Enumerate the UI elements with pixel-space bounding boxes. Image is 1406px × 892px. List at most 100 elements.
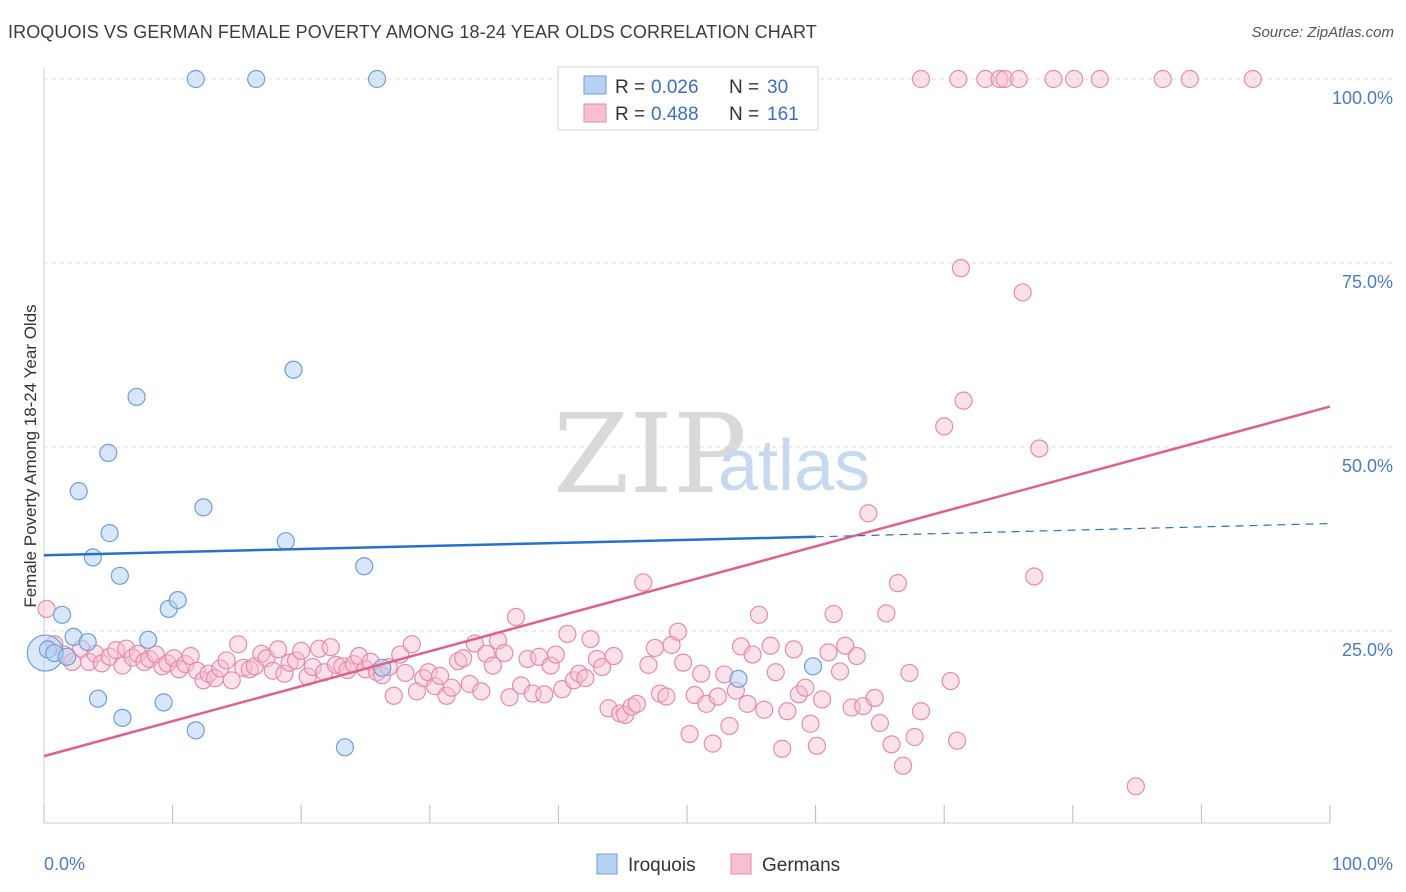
germans-point: [442, 678, 461, 697]
iroquois-point: [168, 590, 187, 610]
germans-point: [911, 702, 931, 721]
legend-r-label-germans: R =: [615, 104, 645, 125]
germans-point: [495, 643, 514, 663]
germans-point: [954, 391, 973, 410]
germans-point: [749, 605, 769, 624]
y-tick-label: 100.0%: [1332, 88, 1393, 108]
iroquois-point: [729, 669, 748, 688]
germans-point: [755, 700, 774, 719]
germans-point: [506, 607, 526, 627]
iroquois-point: [88, 689, 108, 708]
germans-point: [995, 69, 1014, 89]
germans-point: [268, 640, 288, 659]
germans-point: [639, 655, 658, 674]
watermark-zip: ZIP: [553, 390, 747, 518]
legend-r-value-iroquois: 0.026: [651, 77, 699, 98]
germans-point: [310, 639, 329, 658]
germans-point: [773, 739, 792, 758]
germans-point: [627, 694, 646, 713]
germans-point: [824, 604, 843, 624]
germans-point: [882, 735, 901, 754]
germans-point: [893, 756, 913, 775]
iroquois-point: [284, 360, 303, 379]
germans-point: [292, 641, 311, 660]
germans-point: [680, 724, 699, 744]
germans-point: [576, 669, 595, 688]
iroquois-trend-line: [43, 535, 816, 557]
germans-point: [581, 629, 600, 649]
germans-point: [321, 638, 340, 657]
germans-point: [819, 643, 838, 662]
germans-point: [541, 656, 560, 675]
legend-r-label-iroquois: R =: [615, 77, 645, 98]
germans-point: [692, 664, 711, 683]
germans-point: [430, 666, 450, 685]
germans-point: [286, 651, 306, 670]
germans-point: [500, 688, 519, 707]
germans-point: [604, 646, 623, 666]
germans-point: [384, 686, 403, 705]
germans-point: [990, 69, 1009, 89]
germans-point: [870, 713, 890, 733]
germans-point: [1126, 777, 1145, 796]
germans-point: [100, 647, 119, 666]
germans-point: [766, 663, 785, 682]
germans-point: [1044, 69, 1063, 89]
iroquois-point: [99, 443, 118, 462]
germans-point: [738, 694, 757, 713]
germans-point: [976, 69, 995, 89]
germans-point: [807, 736, 826, 755]
germans-point: [187, 661, 207, 680]
germans-point: [847, 646, 866, 666]
germans-point: [761, 636, 780, 655]
germans-trend-line: [43, 405, 1331, 758]
legend-n-value-iroquois: 30: [767, 77, 788, 98]
germans-point: [263, 661, 283, 680]
germans-point: [1009, 69, 1028, 89]
iroquois-point: [110, 566, 129, 585]
germans-point: [812, 690, 832, 709]
legend-n-label-germans: N =: [729, 104, 759, 125]
germans-point: [472, 682, 491, 701]
germans-point: [1090, 69, 1109, 89]
germans-point: [888, 574, 908, 593]
germans-point: [947, 731, 967, 750]
legend-swatch-iroquois: [583, 75, 607, 95]
iroquois-point: [100, 524, 119, 543]
germans-point: [558, 624, 577, 644]
germans-point: [645, 638, 664, 658]
germans-point: [275, 664, 294, 683]
germans-point: [900, 663, 919, 683]
germans-point: [1064, 69, 1084, 89]
germans-point: [599, 699, 618, 718]
germans-point: [935, 417, 954, 436]
germans-point: [448, 652, 468, 671]
trend-lines: [43, 405, 1331, 758]
germans-point: [37, 599, 56, 619]
iroquois-point: [186, 69, 205, 89]
bottom-legend-germans: Germans: [762, 855, 840, 876]
germans-point: [674, 653, 693, 672]
germans-point: [240, 660, 259, 679]
germans-point: [951, 259, 971, 278]
germans-points: [37, 69, 1262, 796]
germans-point: [778, 702, 797, 721]
iroquois-point: [127, 387, 146, 407]
germans-point: [518, 649, 537, 669]
germans-point: [234, 658, 253, 677]
iroquois-point: [58, 647, 77, 666]
germans-point: [657, 687, 676, 706]
germans-point: [593, 657, 612, 677]
germans-point: [784, 640, 803, 659]
axes: [43, 68, 1331, 824]
germans-point: [222, 671, 241, 690]
iroquois-point: [139, 630, 158, 649]
y-tick-label: 25.0%: [1342, 640, 1393, 660]
grid-lines: [44, 78, 1394, 632]
iroquois-point: [367, 69, 387, 89]
germans-point: [217, 651, 236, 670]
iroquois-point: [83, 548, 102, 567]
germans-point: [941, 671, 960, 691]
germans-point: [949, 69, 968, 89]
germans-point: [1013, 283, 1032, 302]
